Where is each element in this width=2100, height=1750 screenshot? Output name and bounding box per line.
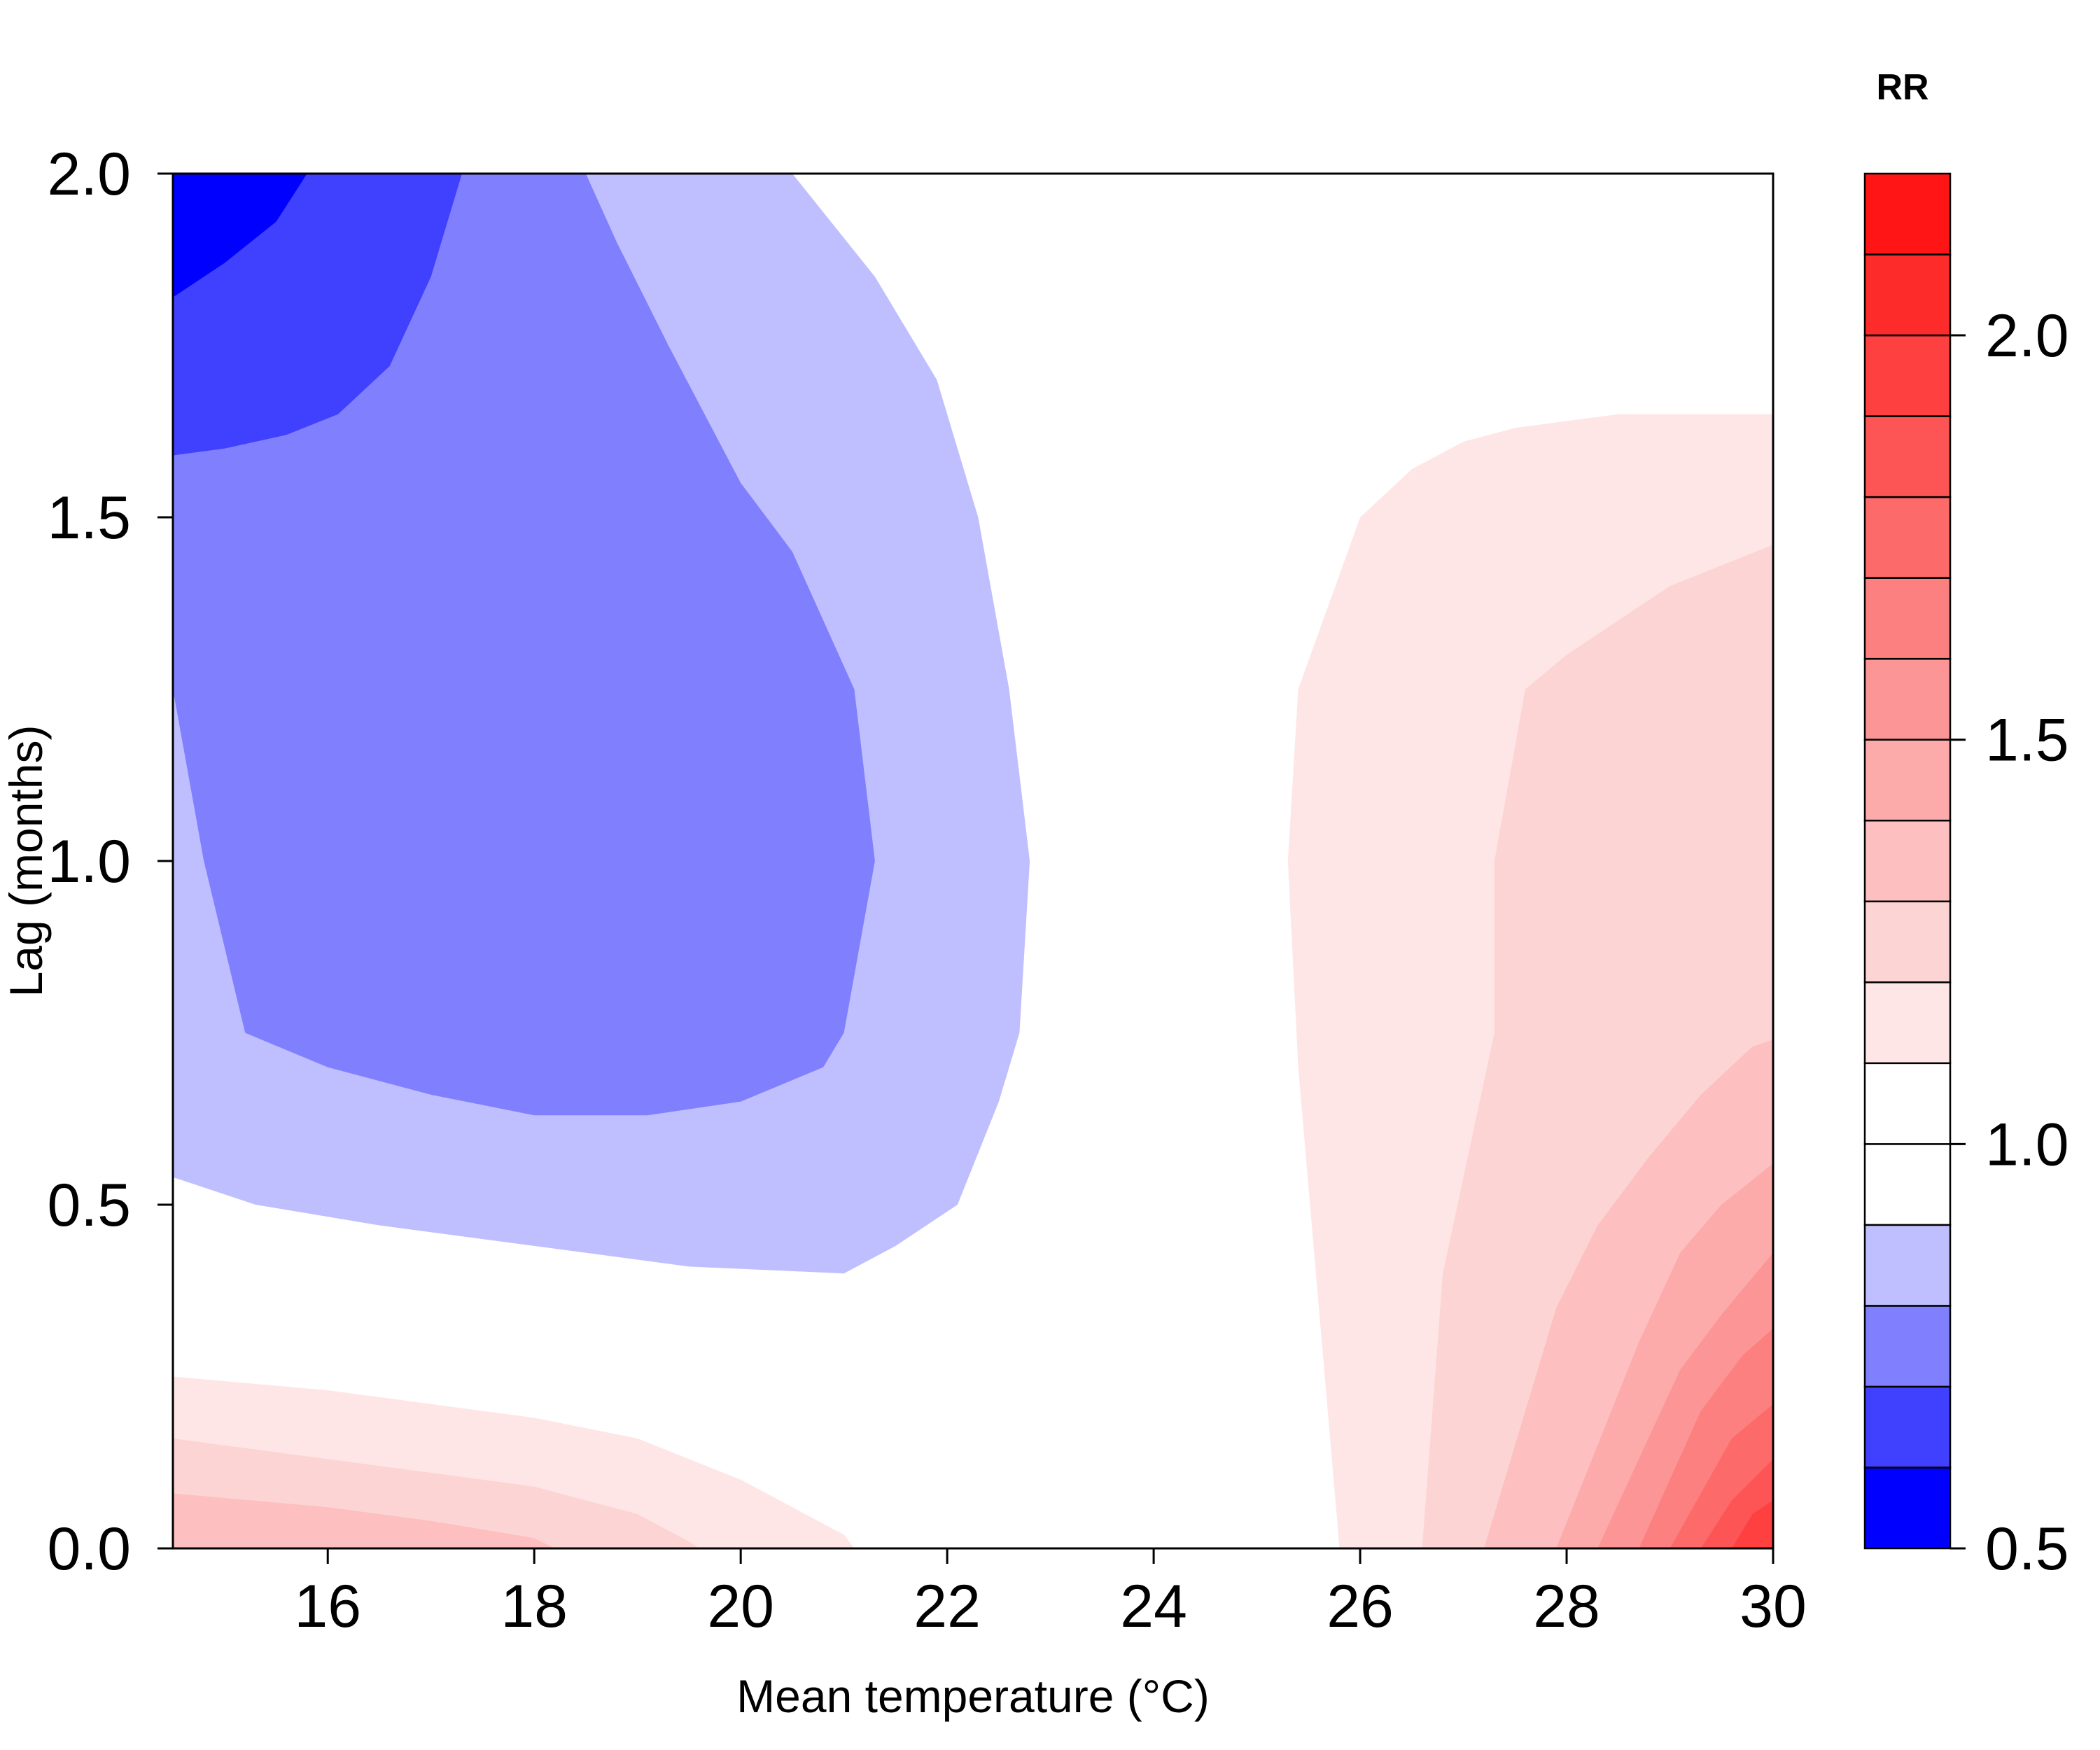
y-axis: 0.0 0.5 1.0 1.5 2.0	[47, 141, 173, 1583]
legend-color-band	[1863, 657, 1952, 741]
y-tick-label: 1.5	[47, 484, 131, 552]
x-tick-label: 28	[1533, 1573, 1600, 1640]
legend-color-band	[1863, 1466, 1952, 1550]
legend-color-band	[1863, 819, 1952, 903]
legend-color-band	[1863, 981, 1952, 1065]
legend-color-band	[1863, 1305, 1952, 1388]
contour-region-rr-0.5-0.6	[173, 174, 307, 298]
x-tick-label: 26	[1326, 1573, 1394, 1640]
x-tick-label: 22	[913, 1573, 981, 1640]
legend-color-band	[1863, 253, 1952, 337]
contour-region-rr-0.7-0.8	[173, 174, 875, 1116]
legend-color-band	[1863, 1062, 1952, 1145]
contour-region-rr-1.3-1.4-low	[173, 1493, 555, 1548]
legend-tick-label: 1.0	[1985, 1111, 2069, 1178]
x-tick-label: 20	[707, 1573, 774, 1640]
y-tick-label: 0.0	[47, 1516, 131, 1583]
legend-color-band	[1863, 577, 1952, 660]
x-tick-label: 18	[500, 1573, 568, 1640]
legend-color-band	[1863, 172, 1952, 255]
y-tick-label: 2.0	[47, 141, 131, 208]
y-tick-label: 1.0	[47, 828, 131, 895]
x-tick-label: 24	[1120, 1573, 1187, 1640]
y-tick-label: 0.5	[47, 1172, 131, 1239]
legend-color-band	[1863, 1385, 1952, 1469]
x-tick-label: 16	[294, 1573, 361, 1640]
x-axis-label: Mean temperature (°C)	[736, 1670, 1210, 1722]
legend-tick-label: 1.5	[1985, 707, 2069, 774]
legend-color-band	[1863, 334, 1952, 417]
legend-color-band	[1863, 1224, 1952, 1307]
contour-regions	[173, 174, 1773, 1548]
legend-color-band	[1863, 738, 1952, 822]
legend-color-band	[1863, 415, 1952, 498]
legend-color-band	[1863, 496, 1952, 579]
x-tick-label: 30	[1740, 1573, 1807, 1640]
legend-title: RR	[1876, 67, 1928, 108]
y-axis-label: Lag (months)	[0, 725, 52, 997]
legend-tick-label: 2.0	[1985, 302, 2069, 370]
legend-tick-label: 0.5	[1985, 1516, 2069, 1583]
color-legend: 0.5 1.0 1.5 2.0	[1863, 172, 2069, 1583]
contour-region-rr-1.9-2.0-high	[1732, 1500, 1773, 1548]
x-axis: 16 18 20 22 24 26 28 30	[294, 1548, 1807, 1640]
legend-color-band	[1863, 900, 1952, 983]
legend-color-band	[1863, 1143, 1952, 1226]
